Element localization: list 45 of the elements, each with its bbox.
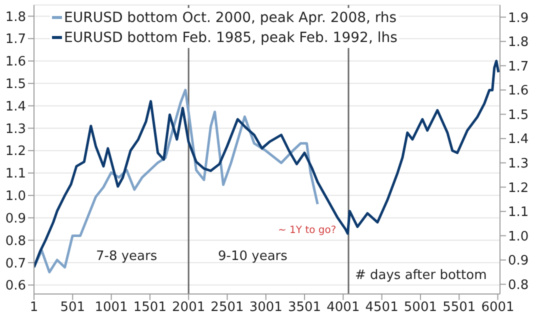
y-tick-label: 0.8 [5,234,26,249]
x-tick-label: 1501 [133,300,166,316]
x-tick-label: 1 [30,300,38,316]
x-tick-label: 1001 [94,300,128,316]
y2-tick-label: 1.5 [508,108,529,123]
legend-label: EURUSD bottom Feb. 1985, peak Feb. 1992, lhs [64,29,398,48]
y2-tick-label: 1.3 [508,156,529,172]
x-tick-label: 6001 [481,300,514,316]
y-tick-label: 1.4 [5,99,26,114]
y2-tick-label: 1.4 [508,132,529,148]
y2-tick-label: 0.9 [508,254,529,269]
x-tick-label: 3001 [249,300,282,316]
y2-tick-label: 1.1 [508,205,529,220]
y-tick-label: 1.7 [5,32,26,48]
y2-tick-label: 0.8 [508,278,529,293]
y-tick-label: 1.2 [5,144,26,160]
x-tick-label: 4001 [326,300,360,316]
y-tick-label: 0.7 [5,256,26,272]
x-tick-label: 5001 [404,300,438,316]
x-tick-label: 2001 [172,300,206,316]
y-tick-label: 0.9 [5,211,26,226]
legend-label: EURUSD bottom Oct. 2000, peak Apr. 2008, rhs [64,9,397,28]
y2-tick-label: 1.2 [508,180,529,196]
annotation: 9-10 years [218,249,288,264]
y-tick-label: 1.5 [5,77,26,92]
y2-tick-label: 1.0 [508,229,529,244]
x-tick-label: 2501 [210,300,244,316]
y-tick-label: 1.3 [5,122,26,137]
y2-tick-label: 1.8 [508,35,529,50]
y-tick-label: 0.6 [5,278,26,294]
annotation: ~ 1Y to go? [278,225,336,236]
x-tick-label: 3501 [288,300,322,316]
y2-tick-label: 1.7 [508,59,529,74]
y2-tick-label: 1.6 [508,84,529,99]
x-tick-label: 501 [60,300,86,316]
annotation: 7-8 years [96,249,158,264]
y-tick-label: 1.1 [5,166,26,182]
y-tick-label: 1.8 [5,10,26,25]
x-tick-label: 4501 [365,300,398,316]
y-tick-label: 1.0 [5,189,26,204]
y2-tick-label: 1.9 [508,10,529,26]
line-series [34,60,500,268]
y-tick-label: 1.6 [5,54,26,70]
annotation: # days after bottom [355,268,487,283]
x-tick-label: 5501 [442,300,476,316]
